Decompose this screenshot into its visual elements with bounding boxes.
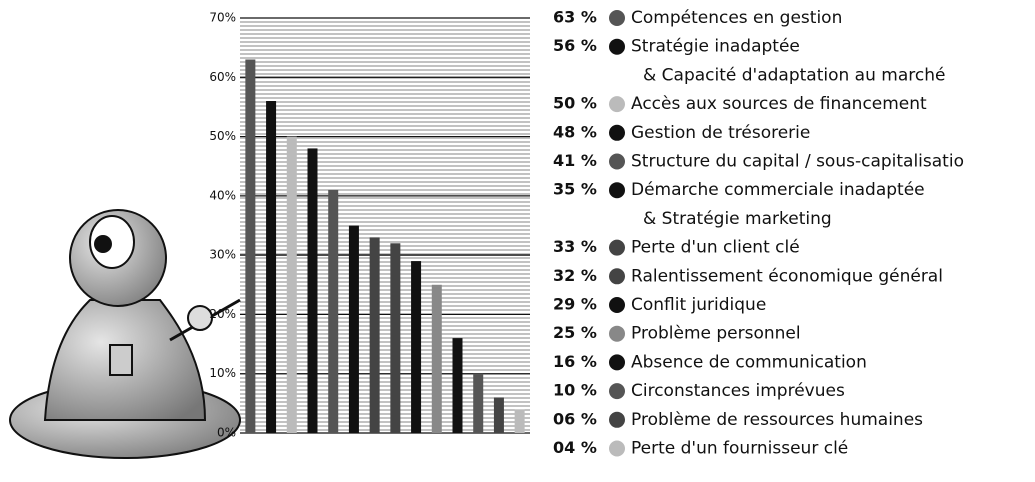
plot-background [240,18,530,433]
y-tick-label: 40% [209,188,236,202]
bar [286,136,297,434]
y-tick-label: 10% [209,366,236,380]
legend-label: Structure du capital / sous-capitalisati… [631,152,964,172]
legend-swatch [609,354,625,371]
legend-swatch [609,239,625,256]
legend-swatch [609,325,625,342]
legend-label: Absence de communication [631,352,867,372]
legend-label: & Stratégie marketing [643,209,832,229]
bar [514,409,525,433]
legend-label: Accès aux sources de financement [631,94,927,114]
bar [348,225,359,433]
bar [369,237,380,433]
value-label: 32 % [553,266,597,285]
value-label: 56 % [553,36,597,55]
bar [452,338,463,433]
bar [473,373,484,433]
legend-label: Perte d'un fournisseur clé [631,439,848,459]
legend-swatch [609,411,625,428]
legend-label: Problème de ressources humaines [631,410,923,430]
legend-label: & Capacité d'adaptation au marché [643,65,945,85]
legend-label: Ralentissement économique général [631,266,943,286]
value-label: 10 % [553,381,597,400]
legend-swatch [609,182,625,199]
bar [245,59,256,433]
legend-label: Stratégie inadaptée [631,37,800,57]
legend-swatch [609,383,625,400]
bar [493,397,504,433]
value-label: 41 % [553,151,597,170]
legend-label: Problème personnel [631,324,801,344]
bar [266,101,277,433]
y-tick-label: 60% [209,70,236,84]
y-tick-label: 0% [217,426,236,440]
value-label: 33 % [553,237,597,256]
legend-swatch [609,124,625,141]
value-label: 48 % [553,122,597,141]
legend-label: Perte d'un client clé [631,238,800,258]
legend-label: Conflit juridique [631,295,766,315]
legend-label: Compétences en gestion [631,8,842,28]
legend-swatch [609,268,625,285]
value-label: 04 % [553,438,597,457]
bar [328,189,339,433]
y-tick-label: 20% [209,307,236,321]
value-label: 29 % [553,295,597,314]
y-tick-label: 70% [209,11,236,25]
legend-swatch [609,96,625,113]
value-label: 06 % [553,409,597,428]
value-label: 63 % [553,8,597,27]
legend-swatch [609,10,625,26]
y-tick-label: 30% [209,248,236,262]
legend-swatch [609,153,625,170]
legend-swatch [609,440,625,457]
bar [307,148,318,433]
bar [390,243,401,433]
legend-label: Gestion de trésorerie [631,123,810,143]
value-label: 25 % [553,323,597,342]
character [9,209,241,459]
legend-label: Démarche commerciale inadaptée [631,180,925,200]
value-label: 35 % [553,180,597,199]
value-label: 16 % [553,352,597,371]
legend-swatch [609,297,625,313]
bar [431,284,442,433]
legend-label: Circonstances imprévues [631,381,845,401]
bar [411,261,422,433]
value-label: 50 % [553,94,597,113]
y-tick-label: 50% [209,129,236,143]
legend-swatch [609,38,625,55]
